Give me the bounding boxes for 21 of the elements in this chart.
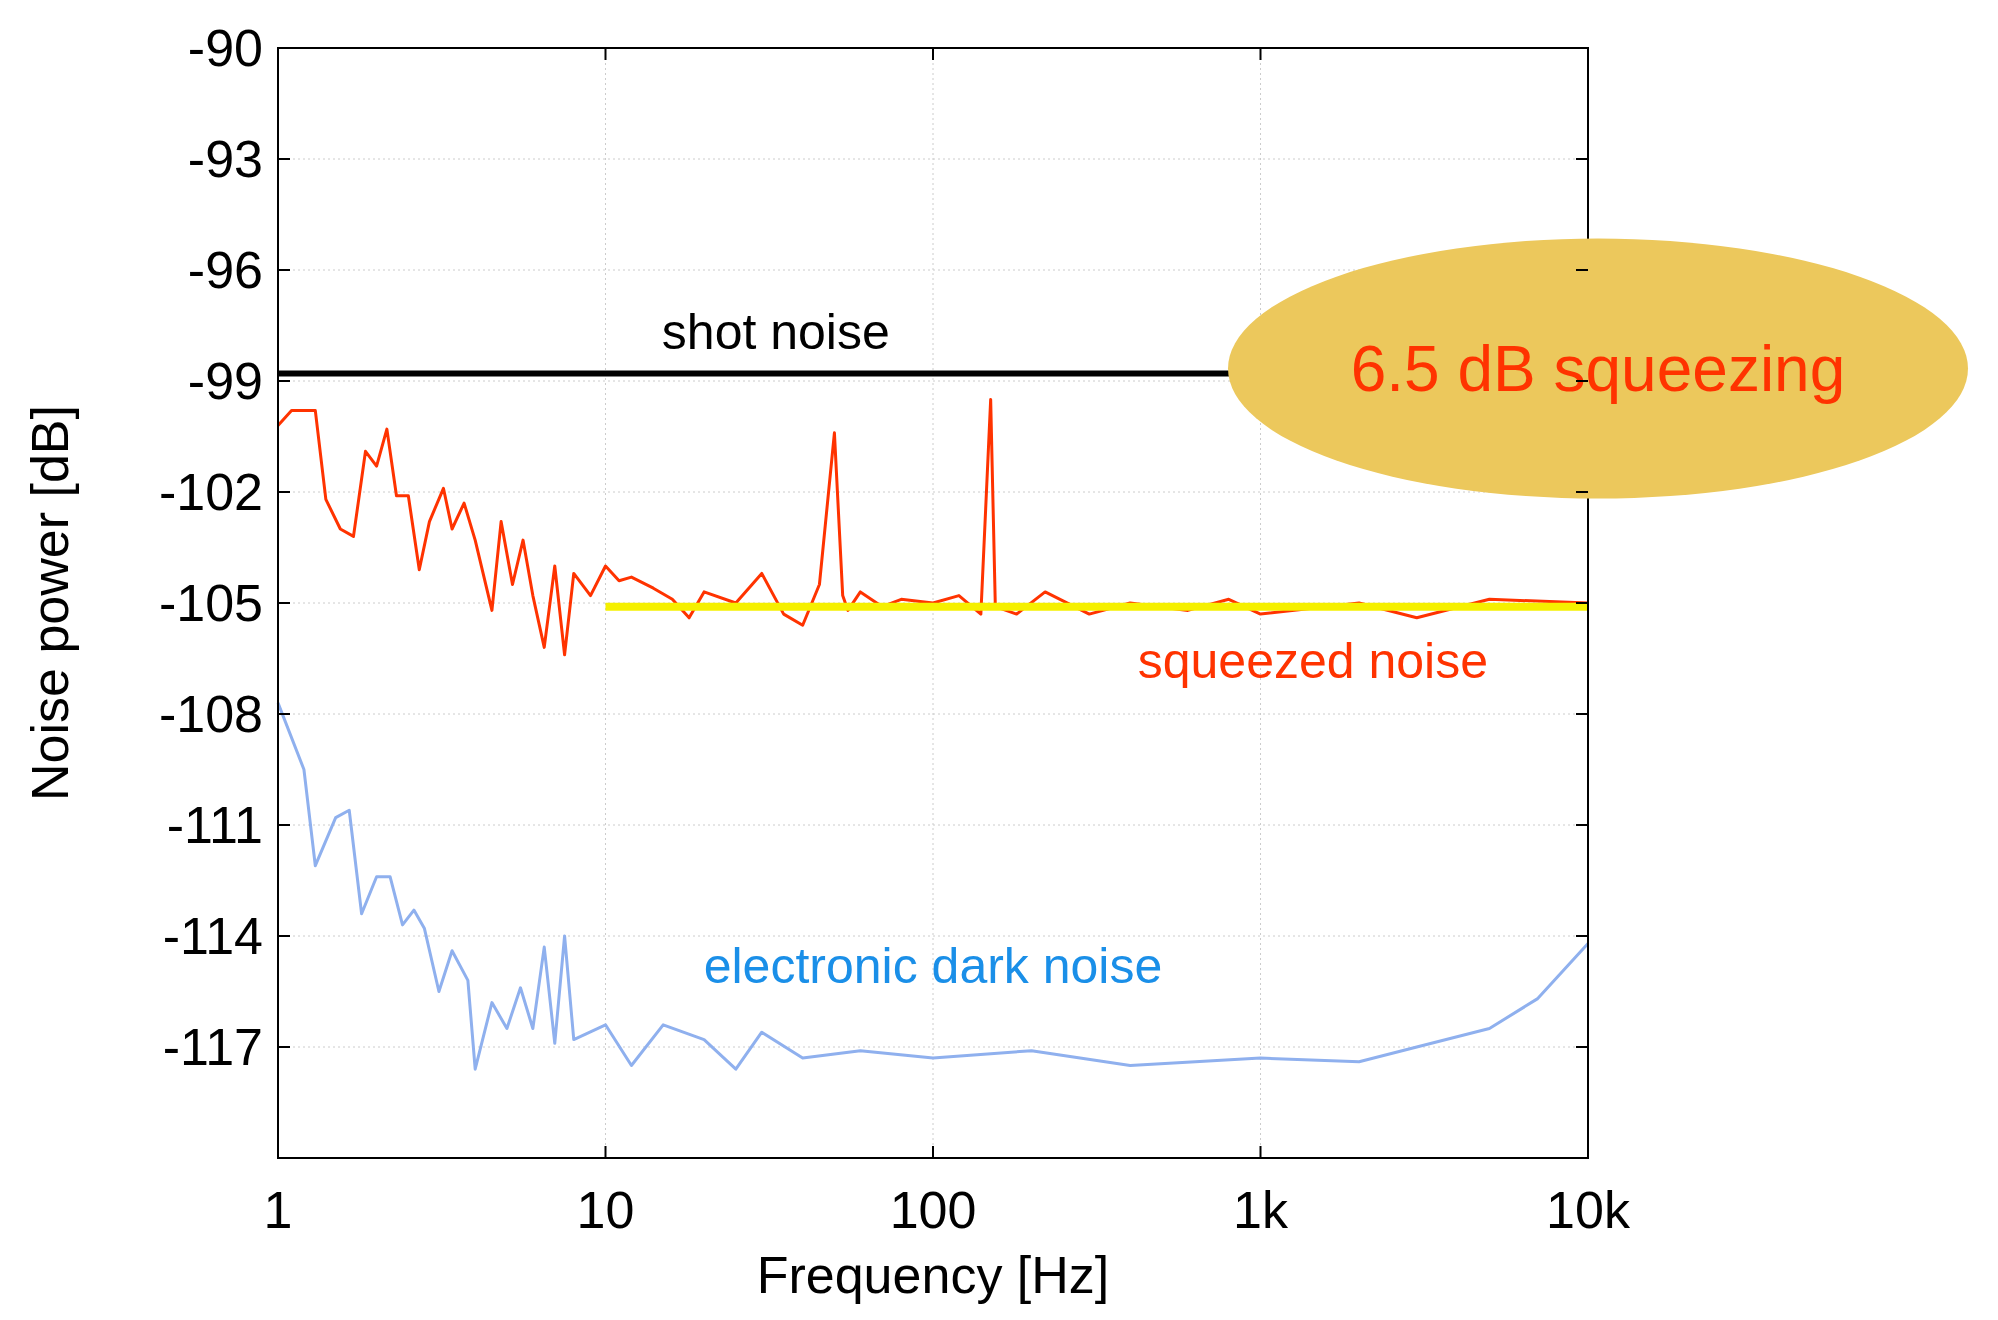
x-tick-label: 1 [263, 1181, 293, 1239]
x-tick-label: 10k [1546, 1181, 1631, 1239]
y-tick-label: -105 [158, 574, 263, 633]
x-tick-label: 1k [1233, 1181, 1289, 1239]
y-tick-label: -114 [162, 907, 263, 966]
series-label: squeezed noise [1137, 633, 1489, 689]
x-axis-title: Frequency [Hz] [756, 1246, 1110, 1304]
x-tick-label: 10 [576, 1181, 635, 1239]
y-axis-title: Noise power [dB] [21, 405, 79, 801]
series-label: electronic dark noise [703, 938, 1163, 995]
x-tick-label: 100 [889, 1181, 977, 1239]
y-tick-label: -102 [158, 463, 263, 522]
y-tick-label: -111 [166, 796, 263, 855]
y-tick-label: -99 [187, 352, 263, 411]
y-tick-label: -96 [187, 241, 263, 300]
y-tick-label: -108 [158, 685, 263, 744]
ref-line-label: shot noise [661, 303, 890, 360]
y-tick-label: -117 [162, 1018, 263, 1077]
y-tick-label: -93 [187, 130, 263, 189]
y-tick-label: -90 [187, 19, 263, 78]
annotation: 6.5 dB squeezing [1350, 332, 1846, 405]
